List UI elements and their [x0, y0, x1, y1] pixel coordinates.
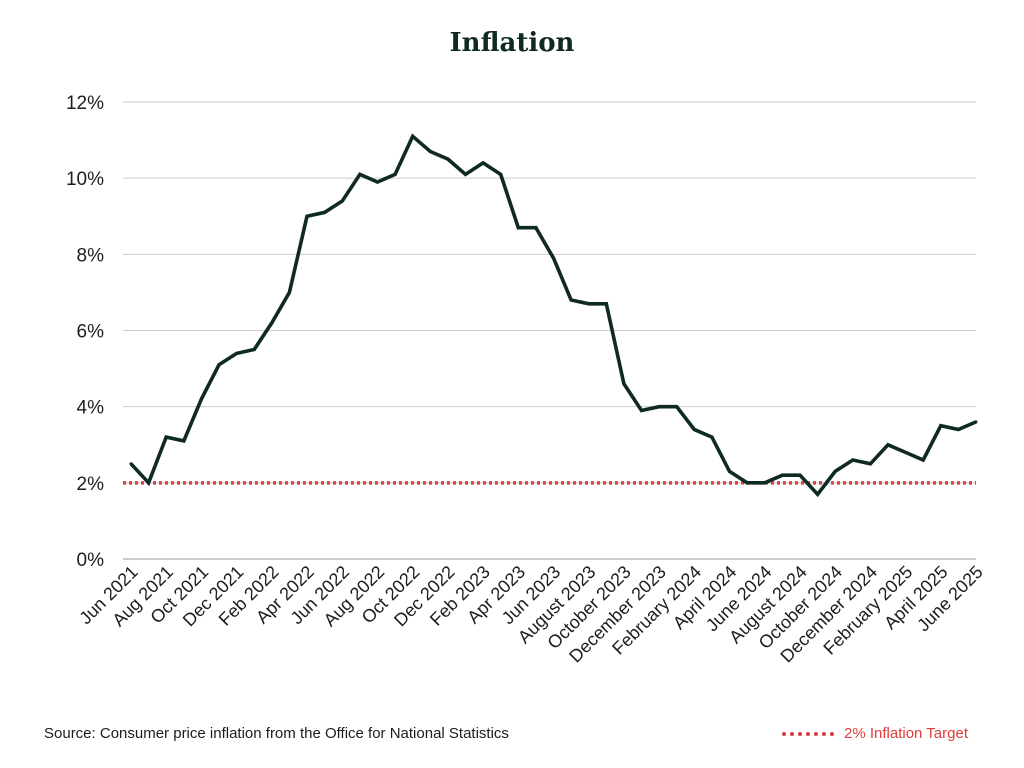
data-point — [604, 302, 608, 306]
data-point — [780, 473, 784, 477]
series-layer — [129, 133, 978, 498]
data-point — [217, 363, 221, 367]
y-axis-ticks: 0% 2% 4% 6% 8% 10% 12% — [66, 93, 104, 571]
data-point — [147, 481, 151, 485]
y-tick-label: 10% — [66, 169, 104, 190]
data-point — [270, 321, 274, 325]
data-point — [393, 172, 397, 176]
data-point — [428, 150, 432, 154]
chart-title: Inflation — [449, 28, 575, 58]
data-point — [235, 351, 239, 355]
data-point — [164, 435, 168, 439]
data-point — [358, 172, 362, 176]
y-tick-label: 2% — [77, 474, 105, 495]
data-point — [516, 226, 520, 230]
data-point — [921, 458, 925, 462]
data-point — [340, 199, 344, 203]
data-point — [868, 462, 872, 466]
data-point — [763, 481, 767, 485]
data-point — [182, 439, 186, 443]
data-point — [851, 458, 855, 462]
y-tick-label: 6% — [77, 322, 105, 343]
series-line — [129, 133, 977, 498]
data-point — [463, 172, 467, 176]
data-point — [323, 210, 327, 214]
data-point — [657, 405, 661, 409]
data-point — [904, 450, 908, 454]
data-point — [411, 134, 415, 138]
legend-swatch-target — [782, 731, 835, 736]
y-tick-label: 12% — [66, 93, 104, 114]
data-point — [816, 492, 820, 496]
data-point — [833, 469, 837, 473]
data-point — [552, 256, 555, 260]
data-point — [622, 382, 626, 386]
data-point — [640, 408, 644, 412]
data-point — [499, 172, 503, 176]
data-point — [886, 443, 890, 447]
data-point — [446, 157, 450, 161]
data-point — [728, 469, 732, 473]
data-point — [939, 424, 943, 428]
data-point — [974, 420, 978, 424]
data-point — [675, 405, 679, 409]
data-point — [305, 214, 309, 218]
data-point — [956, 428, 960, 432]
data-point — [199, 397, 203, 401]
data-point — [534, 226, 538, 230]
data-point — [798, 473, 802, 477]
legend: 2% Inflation Target — [782, 725, 968, 742]
data-point — [710, 435, 714, 439]
y-tick-label: 4% — [77, 398, 105, 419]
y-tick-label: 8% — [77, 245, 105, 266]
data-point — [252, 348, 256, 352]
data-point — [375, 180, 379, 184]
data-point — [745, 481, 749, 485]
data-point — [692, 428, 696, 432]
data-point — [287, 290, 291, 294]
y-tick-label: 0% — [77, 550, 105, 571]
legend-label-target: 2% Inflation Target — [844, 725, 968, 742]
data-point — [481, 161, 485, 165]
data-point — [587, 302, 591, 306]
data-point — [569, 298, 573, 302]
data-point — [129, 462, 133, 466]
gridlines — [123, 101, 976, 560]
source-note: Source: Consumer price inflation from th… — [44, 725, 509, 742]
